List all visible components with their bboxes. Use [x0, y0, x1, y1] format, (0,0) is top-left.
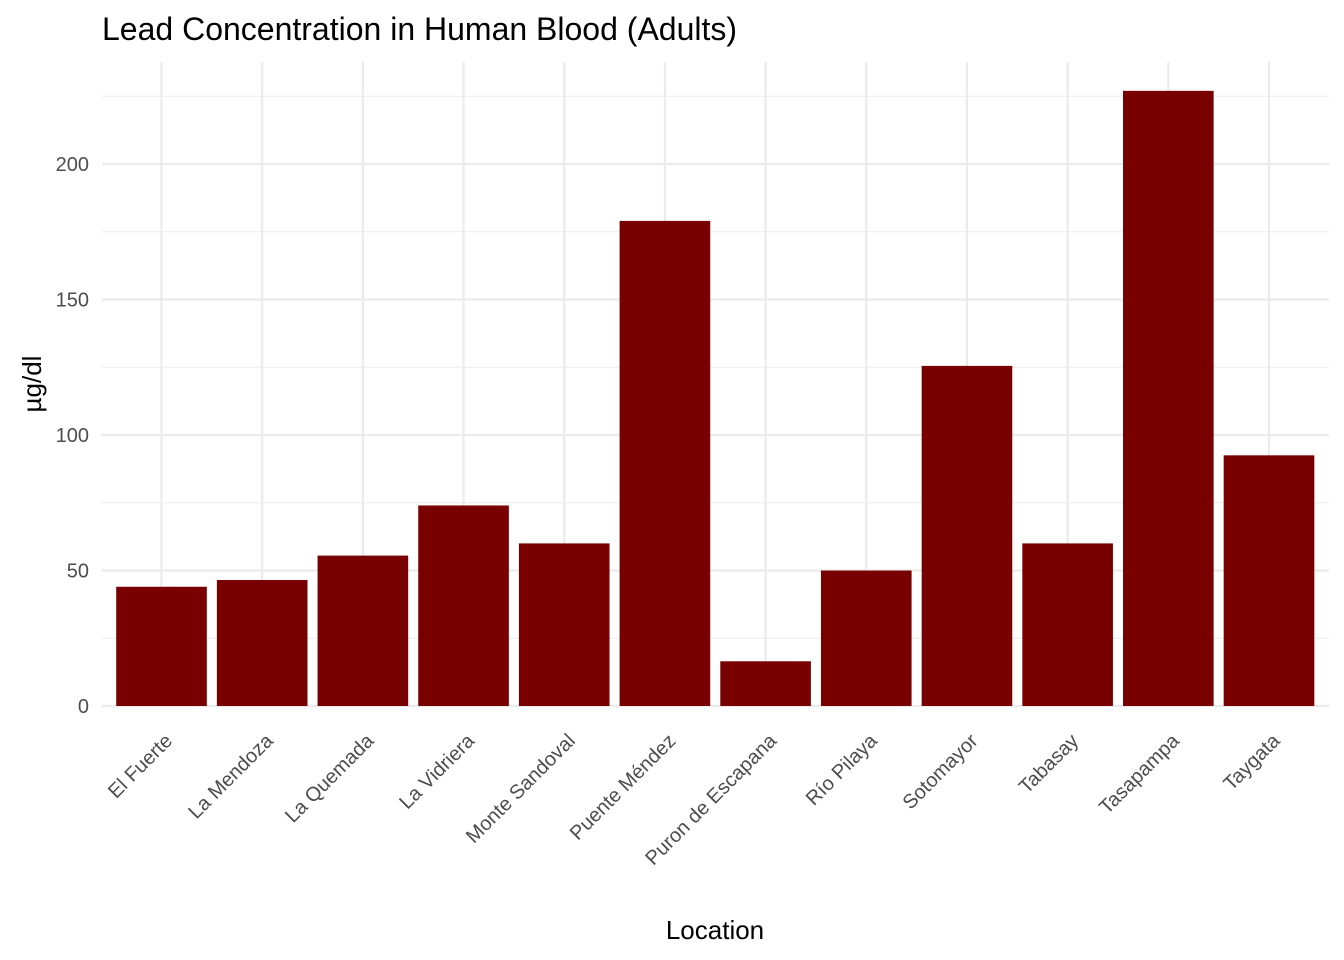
- bar: [1123, 90, 1214, 706]
- y-tick-label: 0: [78, 696, 89, 718]
- bar: [619, 220, 711, 706]
- y-tick-label: 150: [56, 290, 89, 312]
- bars: [116, 90, 1315, 706]
- y-tick-label: 50: [67, 561, 89, 583]
- bar: [1223, 455, 1315, 706]
- bar: [921, 365, 1013, 706]
- x-tick-label: La Mendoza: [184, 729, 278, 823]
- bar: [116, 586, 207, 706]
- bar: [317, 555, 409, 706]
- x-tick-label: Puente Méndez: [566, 730, 681, 845]
- x-tick-label: Tasapampa: [1095, 729, 1184, 818]
- x-tick-label: La Vidriera: [395, 729, 479, 813]
- y-tick-label: 100: [56, 425, 89, 447]
- x-tick-label: Monte Sandoval: [462, 730, 580, 848]
- x-tick-label: Río Pilaya: [802, 729, 883, 810]
- x-tick-label: Tabasay: [1015, 730, 1083, 798]
- y-axis-ticks: 0 50 100 150 200: [56, 154, 89, 718]
- bar: [216, 579, 308, 706]
- bar: [1022, 543, 1113, 706]
- y-tick-label: 200: [56, 154, 89, 176]
- x-axis-title: Location: [666, 915, 764, 945]
- bar: [418, 505, 509, 706]
- bar: [720, 661, 811, 706]
- x-tick-label: El Fuerte: [104, 730, 177, 803]
- x-tick-label: La Quemada: [281, 729, 379, 827]
- bar: [820, 570, 912, 706]
- x-tick-label: Sotomayor: [899, 730, 983, 814]
- x-axis-ticks: El Fuerte La Mendoza La Quemada La Vidriera…: [104, 729, 1285, 869]
- x-tick-label: Taygata: [1219, 729, 1285, 795]
- y-axis-title: µg/dl: [17, 356, 47, 413]
- chart-title: Lead Concentration in Human Blood (Adult…: [102, 11, 737, 47]
- bar: [518, 543, 610, 706]
